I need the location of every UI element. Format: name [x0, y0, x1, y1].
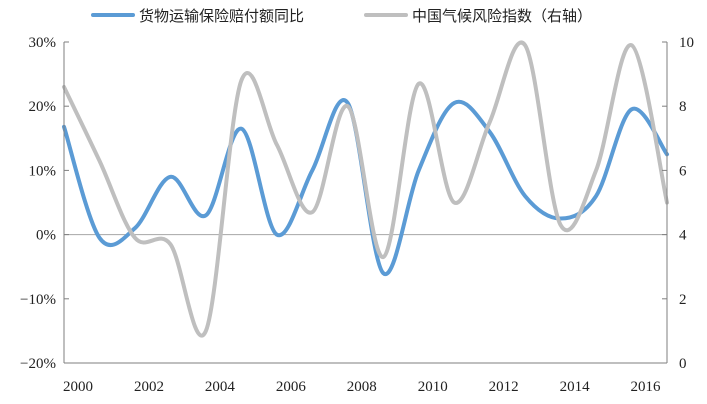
- y-left-tick-label: 20%: [29, 99, 57, 115]
- legend-label: 货物运输保险赔付额同比: [139, 7, 304, 25]
- legend-label: 中国气候风险指数（右轴）: [412, 7, 592, 25]
- legend-item-1: 货物运输保险赔付额同比: [91, 7, 304, 25]
- y-right-tick-label: 0: [679, 356, 687, 372]
- x-tick-label: 2002: [134, 379, 164, 395]
- y-left-tick-label: 30%: [29, 35, 57, 51]
- x-tick-label: 2016: [631, 379, 662, 395]
- y-right-tick-label: 2: [679, 292, 687, 308]
- x-tick-label: 2006: [276, 379, 307, 395]
- x-tick-label: 2004: [205, 379, 236, 395]
- x-tick-label: 2000: [63, 379, 93, 395]
- x-tick-label: 2012: [489, 379, 519, 395]
- series-line-2: [62, 40, 669, 338]
- y-right-tick-label: 10: [679, 35, 694, 51]
- y-left-tick-label: −10%: [20, 292, 56, 308]
- x-tick-label: 2010: [418, 379, 448, 395]
- legend-item-2: 中国气候风险指数（右轴）: [364, 7, 592, 25]
- y-right-tick-label: 8: [679, 99, 687, 115]
- x-tick-label: 2008: [347, 379, 377, 395]
- x-tick-label: 2014: [560, 379, 591, 395]
- legend: 货物运输保险赔付额同比 中国气候风险指数（右轴）: [91, 7, 592, 25]
- y-right-tick-label: 6: [679, 163, 687, 179]
- y-left-tick-label: 0%: [36, 228, 56, 244]
- series-group: [62, 40, 669, 338]
- axes-group: −20% −10% 0% 10% 20% 30% 0 2 4 6 8 10 2000 2002 2004 20…: [20, 35, 694, 395]
- y-left-tick-label: 10%: [29, 163, 57, 179]
- y-right-tick-label: 4: [679, 228, 687, 244]
- y-left-tick-label: −20%: [20, 356, 56, 372]
